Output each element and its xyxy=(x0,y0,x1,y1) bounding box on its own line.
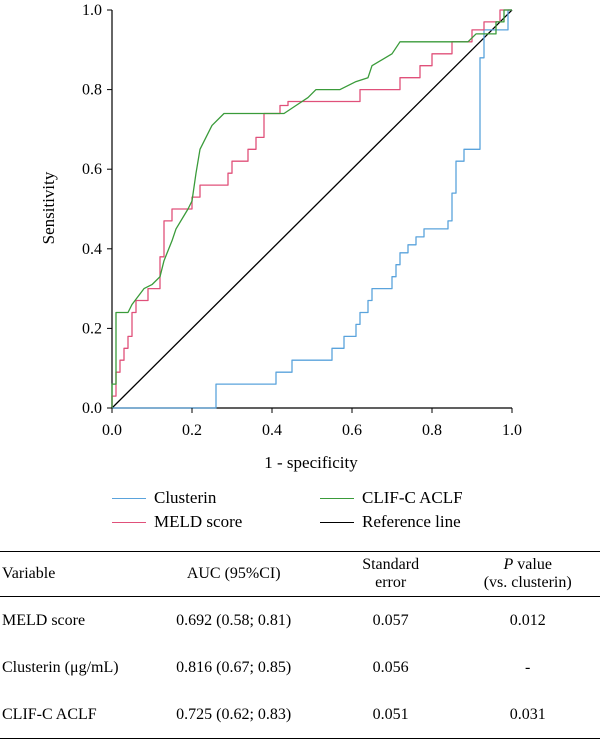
y-tick-label: 1.0 xyxy=(82,2,102,19)
series-line-clusterin xyxy=(112,9,512,409)
legend-label-clif: CLIF-C ACLF xyxy=(362,488,463,507)
header-p-line2: (vs. clusterin) xyxy=(483,574,572,591)
legend-item-clusterin: Clusterin xyxy=(112,488,216,508)
legend-swatch-meld xyxy=(112,521,146,523)
series-line-reference-line xyxy=(111,9,513,409)
series-line-clif-c-aclf xyxy=(111,9,512,408)
header-standard-error: Standard error xyxy=(325,551,456,597)
y-tick-label: 0.0 xyxy=(82,400,102,417)
x-tick-label: 0.2 xyxy=(182,422,202,439)
y-axis-label: Sensitivity xyxy=(39,171,58,244)
cell-variable: CLIF-C ACLF xyxy=(0,691,142,739)
table-row: Clusterin (μg/mL) 0.816 (0.67; 0.85) 0.0… xyxy=(0,644,600,691)
x-tick-label: 0.4 xyxy=(262,422,282,439)
legend-swatch-clusterin xyxy=(112,497,146,499)
header-p-rest: value xyxy=(513,556,552,573)
cell-variable: Clusterin (μg/mL) xyxy=(2,658,119,676)
cell-p: 0.012 xyxy=(509,611,546,629)
roc-chart: 0.0 0.2 0.4 0.6 0.8 1.0 0.0 0.2 0.4 0.6 0.8 1.0 1 -… xyxy=(39,2,522,472)
header-se-line2: error xyxy=(375,574,407,591)
x-tick-label: 0.0 xyxy=(102,422,122,439)
chart-ticks: 0.0 0.2 0.4 0.6 0.8 1.0 0.0 0.2 0.4 0.6 0.8 1.0 xyxy=(82,2,522,439)
header-p-value: P value (vs. clusterin) xyxy=(455,551,600,597)
legend-label-reference: Reference line xyxy=(362,512,461,531)
legend-swatch-clif xyxy=(320,497,354,499)
chart-series xyxy=(111,9,513,409)
y-tick-label: 0.4 xyxy=(82,241,102,258)
legend-label-clusterin: Clusterin xyxy=(154,488,217,507)
x-axis-label: 1 - specificity xyxy=(264,453,358,472)
x-tick-label: 1.0 xyxy=(502,422,522,439)
legend-label-meld: MELD score xyxy=(154,512,243,531)
cell-p: 0.031 xyxy=(455,691,600,739)
x-tick-label: 0.6 xyxy=(342,422,362,439)
x-tick-label: 0.8 xyxy=(422,422,442,439)
legend-item-meld: MELD score xyxy=(112,512,242,532)
cell-se: 0.056 xyxy=(372,658,409,676)
y-tick-label: 0.2 xyxy=(82,320,102,337)
header-auc: AUC (95%CI) xyxy=(141,551,326,597)
cell-variable: MELD score xyxy=(2,611,86,629)
table-header-row: Variable AUC (95%CI) Standard error P va… xyxy=(0,551,600,597)
table-row: MELD score 0.692 (0.58; 0.81) 0.057 0.01… xyxy=(0,597,600,645)
cell-auc: 0.816 (0.67; 0.85) xyxy=(176,658,292,676)
cell-auc: 0.692 (0.58; 0.81) xyxy=(176,611,292,629)
cell-se: 0.051 xyxy=(325,691,456,739)
legend-swatch-reference xyxy=(320,521,354,523)
auc-table: Variable AUC (95%CI) Standard error P va… xyxy=(0,551,600,739)
legend-item-clif: CLIF-C ACLF xyxy=(320,488,463,508)
chart-legend: Clusterin MELD score CLIF-C ACLF Referen… xyxy=(0,486,600,538)
cell-auc: 0.725 (0.62; 0.83) xyxy=(141,691,326,739)
header-variable: Variable xyxy=(0,551,142,597)
series-line-meld-score xyxy=(111,9,512,408)
legend-item-reference: Reference line xyxy=(320,512,461,532)
table-row: CLIF-C ACLF 0.725 (0.62; 0.83) 0.051 0.0… xyxy=(0,691,600,739)
header-se-line1: Standard xyxy=(362,556,420,573)
y-tick-label: 0.6 xyxy=(82,161,102,178)
header-p-line1: P value xyxy=(455,556,600,574)
header-p-italic: P xyxy=(503,556,514,573)
y-tick-label: 0.8 xyxy=(82,82,102,99)
cell-se: 0.057 xyxy=(372,611,409,629)
cell-p: - xyxy=(525,658,531,676)
